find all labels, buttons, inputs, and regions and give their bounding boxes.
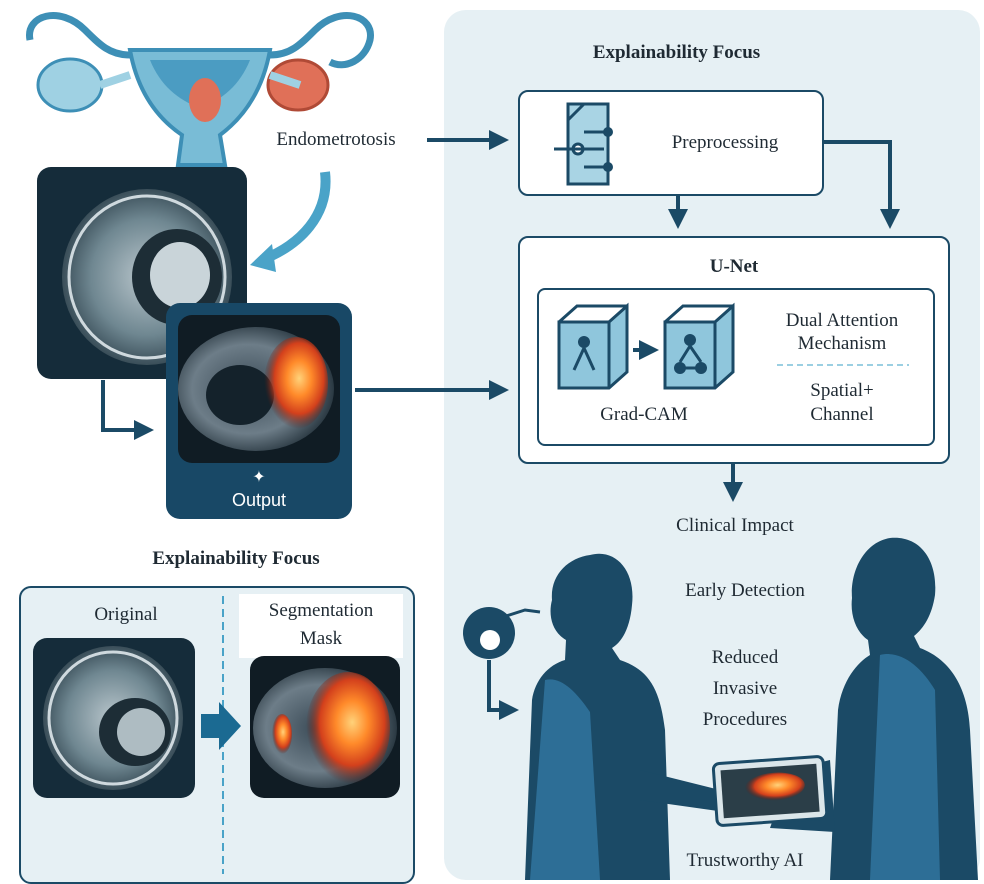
original-scan-image xyxy=(33,638,195,798)
original-label: Original xyxy=(94,604,158,625)
reduced-line2: Invasive xyxy=(712,678,778,699)
unet-box: U-Net Grad-CAM Dual Attention Mechanism … xyxy=(518,236,950,464)
explainability-comparison-panel: Original Segmentation Mask xyxy=(19,586,415,884)
unet-title: U-Net xyxy=(709,256,759,277)
seg-line1: Segmentation xyxy=(268,600,374,621)
clinical-impact-label: Clinical Impact xyxy=(676,515,794,536)
reduced-line1: Reduced xyxy=(711,647,779,668)
attention-line1: Dual Attention xyxy=(785,310,899,331)
document-icon xyxy=(554,102,613,186)
spatial-line2: Channel xyxy=(810,404,874,425)
preprocessing-label: Preprocessing xyxy=(671,132,779,153)
top-title: Explainability Focus xyxy=(592,42,761,63)
trustworthy-ai-label: Trustworthy AI xyxy=(686,850,804,871)
bottom-title-bg xyxy=(70,538,402,584)
uterus-illustration xyxy=(26,12,374,167)
output-star-icon: ✦ xyxy=(252,469,266,486)
spatial-line1: Spatial+ xyxy=(810,380,874,401)
early-detection-label: Early Detection xyxy=(685,580,805,601)
input-label: Endometrotosis xyxy=(276,129,396,150)
seg-label-bg xyxy=(239,594,403,658)
seg-line2: Mask xyxy=(299,628,343,649)
cube-icons xyxy=(557,302,909,390)
output-label: Output xyxy=(231,490,287,510)
output-card: ✦ Output xyxy=(166,303,352,519)
segmentation-mask-image xyxy=(250,656,400,798)
bottom-title: Explainability Focus xyxy=(152,548,320,569)
attention-inner-box: Grad-CAM Dual Attention Mechanism Spatia… xyxy=(537,288,935,446)
gradcam-label: Grad-CAM xyxy=(600,404,688,425)
comparison-graphics xyxy=(201,596,241,874)
reduced-line3: Procedures xyxy=(702,709,788,730)
attention-line2: Mechanism xyxy=(797,333,887,354)
heatmap-image xyxy=(178,315,340,463)
preprocessing-box: Preprocessing xyxy=(518,90,824,196)
